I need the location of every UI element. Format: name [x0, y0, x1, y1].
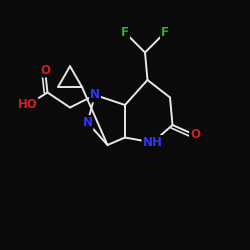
- Text: N: N: [82, 116, 92, 129]
- Text: F: F: [161, 26, 169, 39]
- Text: O: O: [40, 64, 50, 76]
- Text: N: N: [90, 88, 100, 102]
- Text: O: O: [190, 128, 200, 141]
- Text: NH: NH: [142, 136, 163, 149]
- Text: F: F: [121, 26, 129, 39]
- Text: HO: HO: [18, 98, 38, 112]
